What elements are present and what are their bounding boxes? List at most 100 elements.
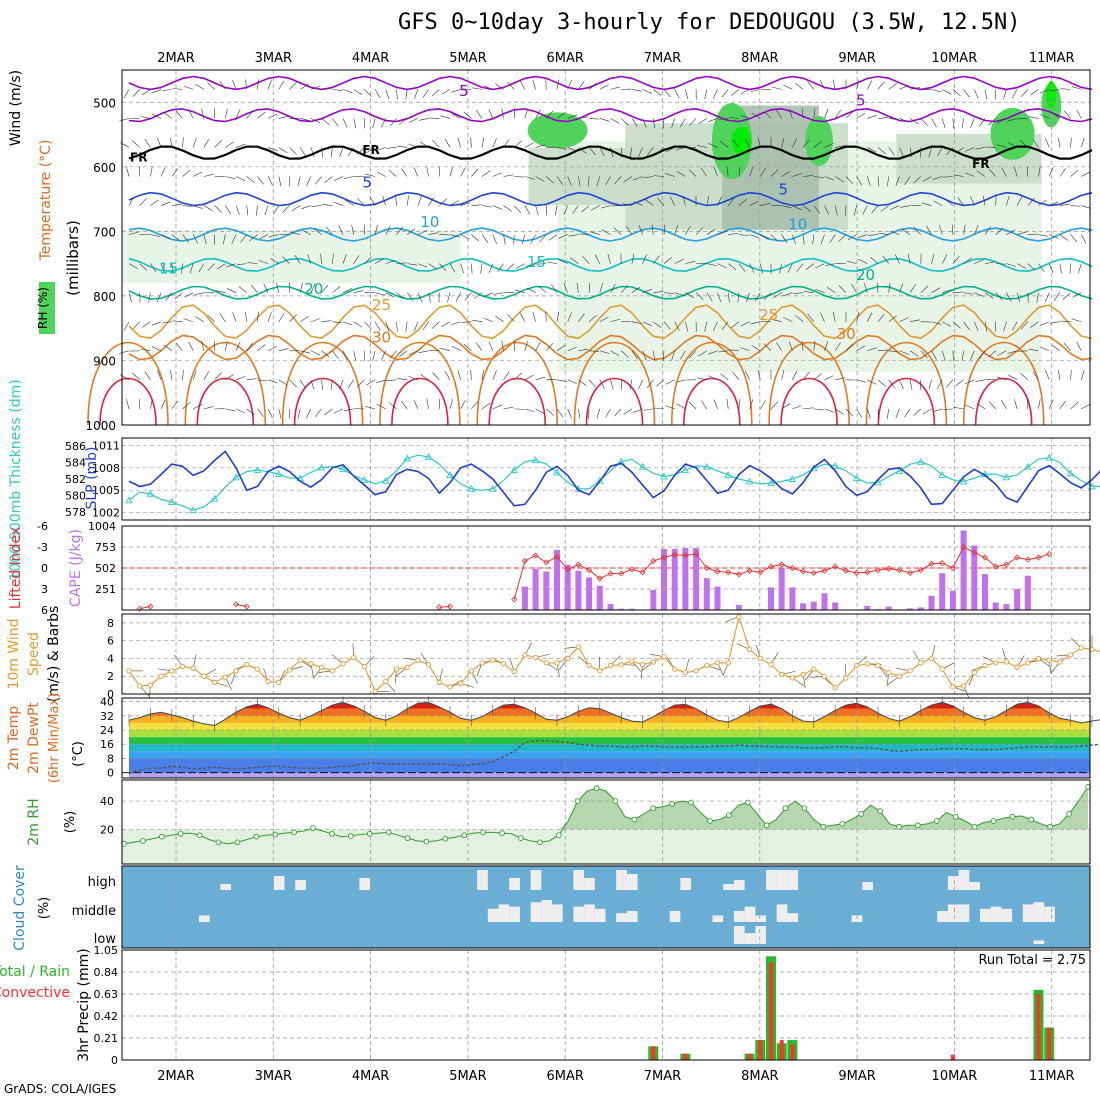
wind-barb [770,234,779,242]
wind-barb [1027,233,1038,235]
wind-barb [140,116,151,119]
wind-barb [546,205,548,216]
wind-barb [713,321,718,331]
wind-speed-point [843,675,849,681]
thickness-point [831,461,839,469]
temp-label-1: 2m Temp [6,706,22,770]
cape-bar [735,604,742,610]
lifted-tick: 0 [41,562,48,575]
wind-barb [513,108,516,119]
temp-band [129,737,1090,745]
wind-barb [899,283,904,293]
cape-bar [1024,575,1031,610]
wind-barb [535,376,546,381]
wind-speed-point [575,644,582,650]
wind-barb [760,167,766,177]
cloud-cell [498,904,510,922]
wind-barb [405,321,408,332]
pressure-tick: 900 [93,354,116,368]
wind-barb [750,321,761,325]
wind-barb [984,226,991,235]
wind-barb [461,89,472,91]
wind-barb [938,224,943,235]
cloud-cell [787,913,799,922]
wind-barb [460,234,470,240]
wind-barb [599,316,609,322]
wind-barb [321,320,332,323]
wind-barb [376,379,386,384]
cloud-cell [509,906,520,922]
wind-tick: 6 [107,635,114,648]
wind-barb [225,340,228,351]
wind-barb [396,89,398,100]
wind-barb [306,176,312,186]
wind-barb [441,321,451,327]
wind-barb [975,147,986,150]
wind-barb [408,143,419,148]
wind-barb [824,341,829,351]
wind-barb [219,313,226,322]
wind-barb [867,312,873,322]
wind-barb [480,263,483,274]
date-axes: 2MAR2MAR3MAR3MAR4MAR4MAR5MAR5MAR6MAR6MAR… [157,51,1074,1084]
wind-speed-point [832,685,838,691]
thickness-point [467,484,476,492]
wind-barb [171,203,182,206]
wind-barb [899,118,909,123]
wind-barb [1039,89,1050,94]
rh-point [763,822,770,829]
wind-barb [471,204,482,206]
wind-barb [225,141,234,148]
wind-barb [385,260,396,264]
wind-barb [781,403,791,410]
wind-barb [654,407,665,410]
wind-barb [1020,140,1029,148]
wind-barb [365,406,376,410]
wind-barb [832,79,836,90]
wind-barb [599,283,604,293]
wind-barb [782,292,793,297]
wind-barb [633,408,643,413]
wind-barb [685,321,689,332]
wind-barb [141,89,151,96]
isotherm-dome [768,341,850,426]
wind-barb [388,402,397,410]
wind-barb [418,118,429,121]
wind-barb [385,292,395,298]
wind-barb [535,176,545,182]
pressure-tick: 500 [93,96,116,110]
wind-barb [556,112,566,119]
cape-bar [789,587,796,610]
wind-barb [988,350,996,358]
wind-barb [1032,371,1039,380]
rh-point [329,830,335,837]
wind-barb [364,89,372,97]
wind-barb [556,379,567,382]
wind-barb [481,234,489,243]
cloud-cell [776,870,788,890]
wind-speed-point [864,661,870,667]
wind-barb [417,292,423,302]
wind-barb [643,408,654,411]
wind-barb [815,263,825,269]
wind-barb [738,199,747,206]
wind-barb [589,118,600,120]
wind-barb [311,205,322,207]
wind-barb [718,350,729,353]
wind-barb [257,79,259,90]
contour-label: 15 [527,253,546,271]
wind-barb [620,350,629,358]
wind-barb [642,321,652,327]
wind-barb [203,371,210,380]
wind-barb [781,137,785,148]
wind-barb [545,79,547,90]
lifted-point [960,543,967,551]
wind-speed-point [254,666,261,672]
wind-barb [920,285,929,293]
wind-barb [578,147,587,154]
wind-barb [1038,166,1041,177]
rh-point [423,838,430,845]
wind-barb [524,142,534,148]
wind-barb [171,234,180,241]
wind-barb [728,117,739,119]
